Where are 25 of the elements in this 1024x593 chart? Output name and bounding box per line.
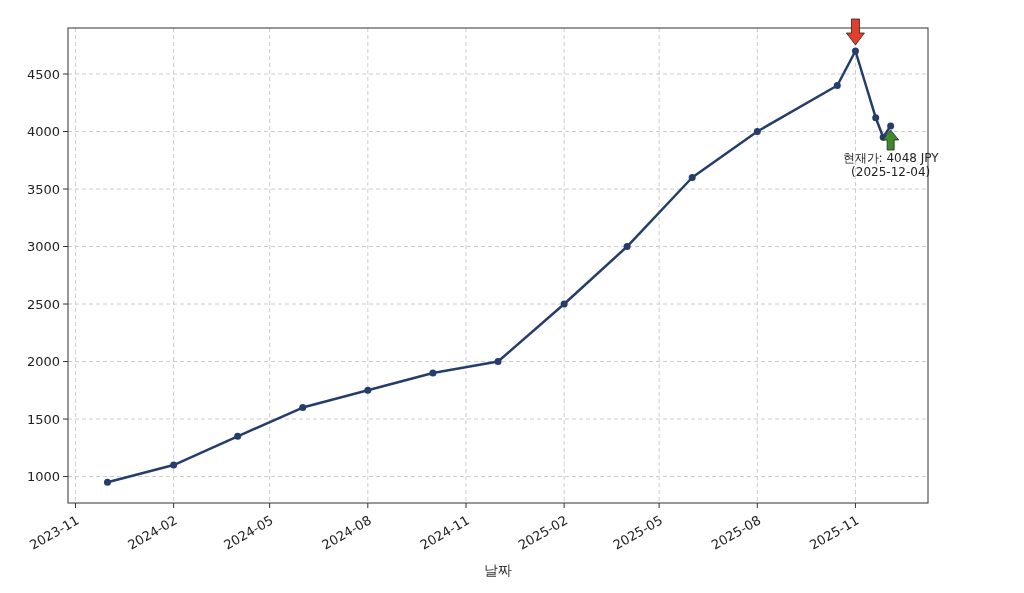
y-tick-label: 1000: [26, 469, 60, 485]
point: [234, 432, 242, 440]
point: [887, 122, 895, 130]
point: [688, 174, 696, 182]
y-tick-label: 3000: [26, 239, 60, 255]
x-axis-title: 날짜: [484, 562, 512, 578]
point: [872, 114, 880, 122]
point: [753, 128, 761, 136]
annotation: 현재가: 4048 JPY (2025-12-04): [842, 150, 940, 180]
point: [364, 386, 372, 394]
point: [299, 404, 307, 412]
y-tick-label: 2500: [26, 296, 60, 312]
point: [851, 47, 859, 55]
point: [623, 243, 631, 251]
y-tick-label: 1500: [26, 411, 60, 427]
y-tick-label: 4000: [26, 124, 60, 140]
point: [103, 478, 111, 486]
y-tick-label: 2000: [26, 354, 60, 370]
point: [833, 82, 841, 90]
point: [429, 369, 437, 377]
point: [494, 358, 502, 366]
y-tick-label: 3500: [26, 181, 60, 197]
y-tick-label: 4500: [26, 66, 60, 82]
point: [560, 300, 568, 308]
point: [170, 461, 178, 469]
